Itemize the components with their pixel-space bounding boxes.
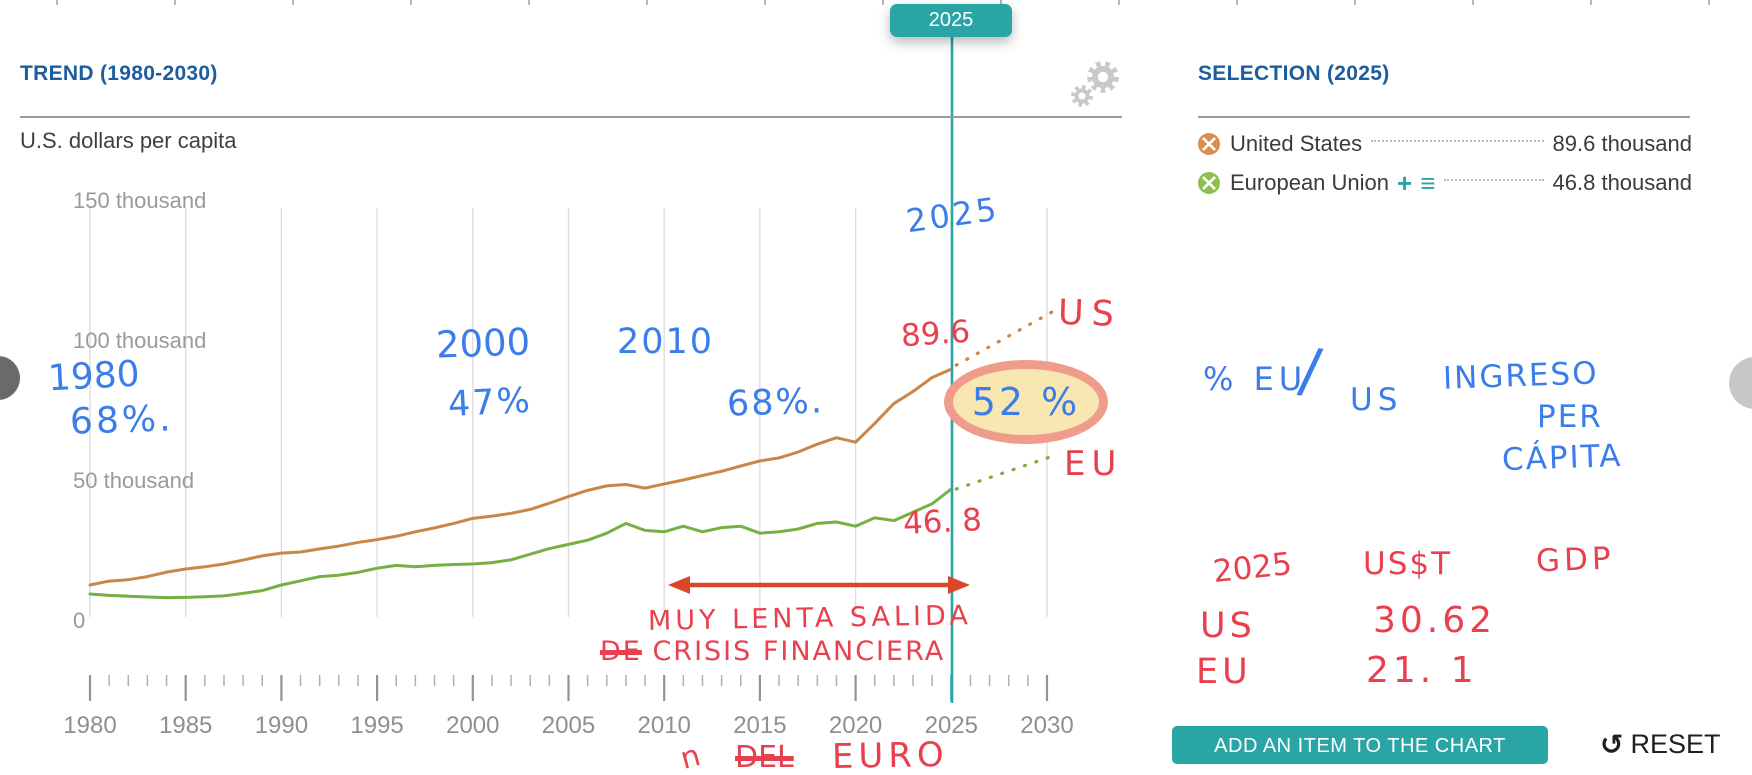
selection-panel-title: SELECTION (2025) — [1198, 62, 1390, 85]
y-axis-label: 150 thousand — [73, 188, 206, 213]
legend-row-european-union[interactable]: European Union + ≡ 46.8 thousand — [1198, 170, 1692, 196]
handwritten-per: PER — [1537, 399, 1603, 435]
y-axis-label: 100 thousand — [73, 328, 206, 353]
handwritten-table-us-label: US — [1200, 606, 1256, 646]
trend-panel-divider — [20, 116, 1122, 118]
us-projection-dotted-line — [954, 310, 1054, 367]
reset-icon: ↺ — [1600, 729, 1624, 760]
handwritten-us-2025-value: 89.6 — [899, 313, 972, 355]
handwritten-eu-2025-value: 46. 8 — [902, 501, 983, 543]
timeline-year-badge[interactable]: 2025 — [890, 4, 1012, 37]
x-axis-label-1995: 1995 — [350, 712, 403, 739]
y-axis-label: 0 — [73, 608, 85, 633]
arrow-head-right — [948, 576, 970, 594]
reset-label: RESET — [1630, 729, 1721, 759]
x-axis-label-2000: 2000 — [446, 712, 499, 739]
arrow-head-left — [668, 576, 690, 594]
european-union-series-icon — [1198, 172, 1220, 194]
united-states-series-icon — [1198, 133, 1220, 155]
handwritten-ratio-52pct: 52 % — [971, 380, 1081, 424]
handwritten-crisis-note-line1: MUY LENTA SALIDA — [647, 600, 973, 637]
legend-value: 89.6 thousand — [1552, 131, 1692, 156]
handwritten-table-eu-value: 21. 1 — [1366, 650, 1478, 691]
handwritten-pct-2000: 47% — [447, 380, 533, 426]
add-item-button[interactable]: ADD AN ITEM TO THE CHART — [1172, 726, 1548, 764]
x-axis-label-2030: 2030 — [1020, 712, 1073, 739]
handwritten-pct-2010: 68%. — [726, 381, 825, 425]
european-union-line — [88, 487, 953, 600]
x-axis-label-2005: 2005 — [542, 712, 595, 739]
eu-projection-dotted-line — [954, 453, 1058, 491]
add-series-plus-icon[interactable]: + — [1397, 168, 1413, 198]
handwritten-crisis-note-line2: CRISIS FINANCIERA — [652, 636, 946, 667]
ratio-highlight-ellipse — [944, 360, 1108, 444]
handwritten-year-2000: 2000 — [435, 320, 531, 367]
x-axis-label-2020: 2020 — [829, 712, 882, 739]
x-axis-label-1980: 1980 — [63, 712, 116, 739]
selection-panel-divider — [1198, 116, 1690, 118]
handwritten-ratio-formula-us: US — [1350, 382, 1403, 418]
chart-unit-label: U.S. dollars per capita — [20, 128, 237, 153]
y-axis-label: 50 thousand — [73, 468, 194, 493]
x-axis-label-1985: 1985 — [159, 712, 212, 739]
united-states-line — [88, 367, 953, 587]
handwritten-table-us-value: 30.62 — [1373, 600, 1497, 641]
next-page-arrow-button[interactable] — [1729, 357, 1752, 409]
handwritten-capita: CÁPITA — [1501, 437, 1624, 479]
handwritten-us-label: US — [1057, 292, 1123, 336]
handwritten-pct-1980: 68%. — [69, 398, 175, 443]
legend-leader — [1371, 139, 1544, 142]
handwritten-year-2010: 2010 — [617, 322, 715, 362]
legend-leader — [1444, 178, 1544, 181]
handwritten-euro-scribble: DEL — [735, 740, 794, 775]
chart-settings-gear-icon[interactable] — [1058, 50, 1128, 112]
legend-label: United States — [1230, 131, 1363, 156]
x-axis-label-2010: 2010 — [638, 712, 691, 739]
x-axis-label-2025: 2025 — [925, 712, 978, 739]
legend-value: 46.8 thousand — [1552, 170, 1692, 195]
handwritten-ratio-formula-eu: % EU — [1203, 360, 1308, 398]
x-axis-label-2015: 2015 — [733, 712, 786, 739]
series-list-icon[interactable]: ≡ — [1420, 168, 1436, 198]
handwritten-crisis-note-scribble: DE — [600, 636, 642, 667]
handwritten-table-unit: US$T — [1363, 546, 1453, 582]
handwritten-table-metric: GDP — [1535, 540, 1616, 580]
trend-panel-title: TREND (1980-2030) — [20, 62, 218, 85]
reset-button[interactable]: ↺ RESET — [1600, 728, 1721, 761]
legend-label: European Union — [1230, 170, 1390, 195]
prev-page-arrow-button[interactable] — [0, 356, 20, 400]
x-axis-label-1990: 1990 — [255, 712, 308, 739]
handwritten-table-eu-label: EU — [1196, 652, 1252, 692]
legend-row-united-states[interactable]: United States 89.6 thousand — [1198, 131, 1692, 157]
handwritten-ingreso: INGRESO — [1442, 355, 1600, 397]
handwritten-eu-label: EU — [1064, 444, 1123, 484]
handwritten-euro: EURO — [831, 734, 950, 775]
handwritten-year-1980: 1980 — [46, 353, 141, 400]
